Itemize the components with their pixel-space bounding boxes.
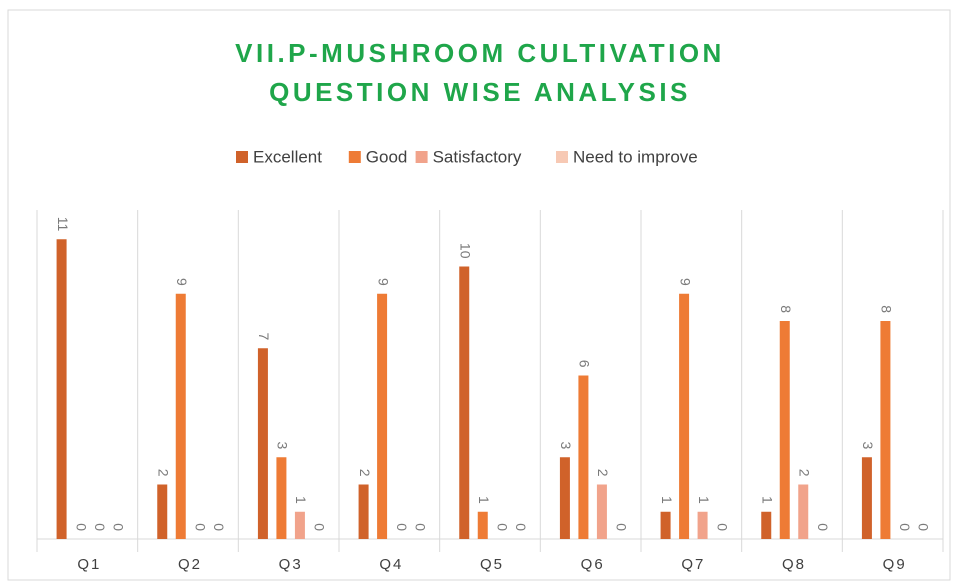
bar [377,293,388,539]
chart-title: QUESTION WISE ANALYSIS [269,77,691,107]
data-label: 2 [595,469,611,477]
legend-swatch [236,151,248,163]
data-label: 1 [760,496,776,504]
data-label: 0 [495,523,511,531]
data-label: 0 [193,523,209,531]
data-label: 2 [357,469,373,477]
data-label: 9 [375,278,391,286]
bar [660,511,671,539]
x-tick-label: Q4 [379,556,403,573]
x-tick-label: Q7 [681,556,705,573]
bar [880,321,891,539]
data-label: 8 [879,305,895,313]
data-label: 1 [476,496,492,504]
data-label: 0 [73,523,89,531]
bar [358,484,369,539]
data-label: 0 [714,523,730,531]
bar [175,293,186,539]
data-label: 0 [412,523,428,531]
data-label: 3 [275,441,291,449]
data-label: 10 [458,243,474,259]
data-label: 0 [916,523,932,531]
data-label: 0 [92,523,108,531]
data-label: 0 [110,523,126,531]
x-tick-label: Q9 [883,556,907,573]
legend-swatch [415,151,428,163]
x-tick-label: Q5 [480,556,504,573]
x-tick-label: Q3 [279,556,303,573]
legend-label: Good [366,147,408,166]
data-label: 2 [156,469,172,477]
bar [56,239,67,539]
legend-swatch [348,151,361,163]
bar [257,348,268,539]
bar [798,484,809,539]
data-label: 3 [860,441,876,449]
data-label: 1 [293,496,309,504]
bar [596,484,607,539]
legend-swatch [556,151,568,163]
data-label: 0 [513,523,529,531]
data-label: 0 [614,523,630,531]
data-label: 0 [211,523,227,531]
data-label: 0 [897,523,913,531]
data-label: 1 [696,496,712,504]
bar [459,266,470,539]
data-label: 1 [659,496,675,504]
x-tick-label: Q2 [178,556,202,573]
bar [294,511,305,539]
data-label: 3 [558,441,574,449]
x-tick-label: Q6 [581,556,605,573]
bar [779,321,790,539]
bar [276,457,287,539]
bar [578,375,589,539]
bar [861,457,872,539]
legend-label: Need to improve [573,147,698,166]
legend-label: Excellent [253,147,322,166]
bar [559,457,570,539]
x-tick-label: Q8 [782,556,806,573]
data-label: 7 [256,332,272,340]
bar [157,484,168,539]
x-tick-label: Q1 [77,556,101,573]
data-label: 0 [394,523,410,531]
bar [761,511,772,539]
bar [477,511,488,539]
data-label: 11 [55,217,71,232]
data-label: 0 [815,523,831,531]
data-label: 9 [174,278,190,286]
bar [697,511,708,539]
data-label: 8 [778,305,794,313]
legend-label: Satisfactory [433,147,522,166]
data-label: 2 [797,469,813,477]
data-label: 0 [312,523,328,531]
data-label: 6 [577,360,593,368]
data-label: 9 [677,278,693,286]
chart-title: VII.P-MUSHROOM CULTIVATION [235,38,725,68]
bar [679,293,690,539]
